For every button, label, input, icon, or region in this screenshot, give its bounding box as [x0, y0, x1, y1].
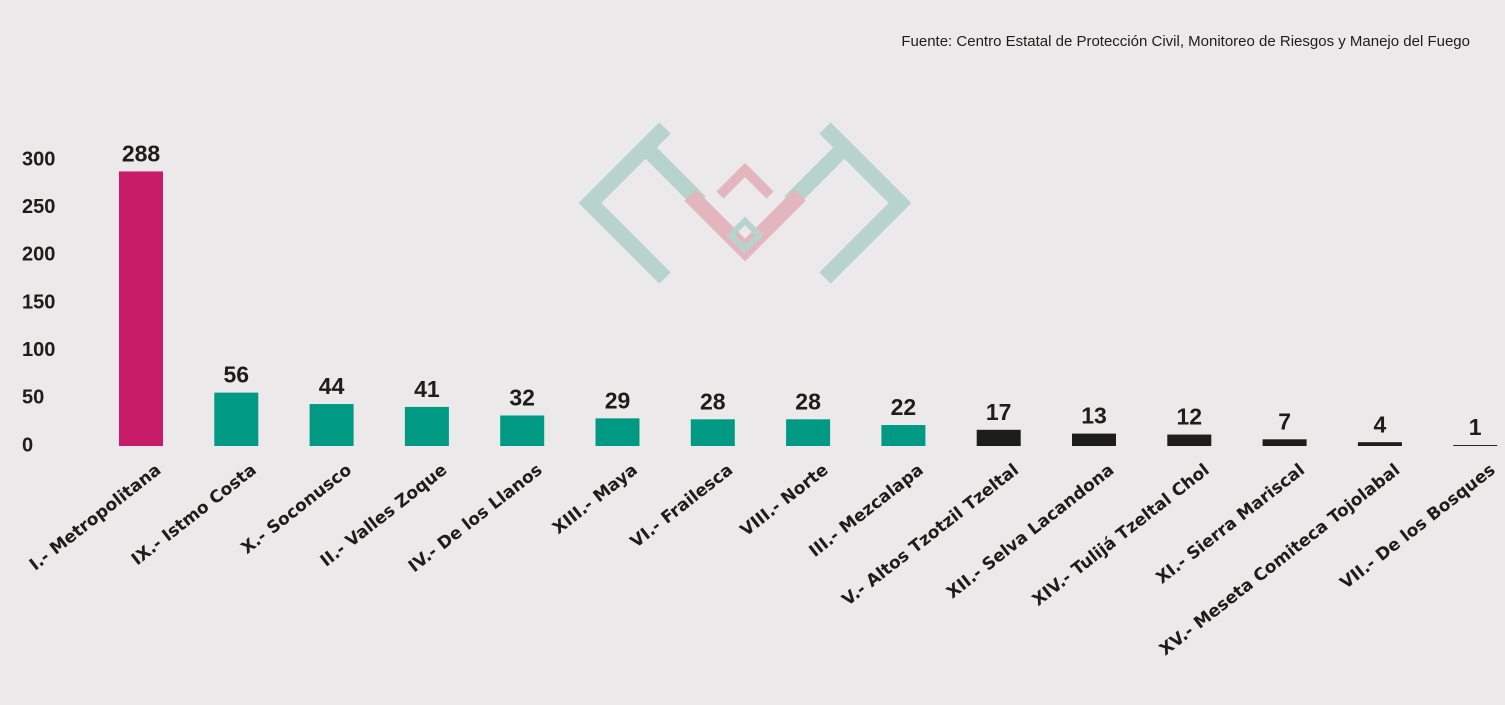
bar [786, 419, 831, 446]
bar [309, 404, 354, 446]
watermark-chevron [578, 122, 671, 284]
y-tick-label: 200 [22, 244, 55, 266]
value-label: 44 [319, 373, 345, 399]
bar [690, 419, 735, 446]
value-label: 41 [414, 376, 440, 402]
bar [1072, 433, 1116, 446]
value-label: 28 [700, 388, 726, 414]
bar [976, 429, 1021, 446]
source: Fuente: Centro Estatal de Protección Civ… [901, 33, 1470, 50]
value-label: 12 [1177, 404, 1203, 430]
bar [595, 418, 640, 446]
bar [214, 392, 259, 446]
bar [1357, 442, 1402, 446]
bar [1262, 439, 1307, 446]
value-label: 1 [1469, 414, 1482, 440]
value-label: 288 [122, 141, 161, 167]
bar [1453, 445, 1498, 446]
bar [881, 425, 926, 446]
y-tick-label: 150 [22, 291, 55, 313]
value-label: 28 [795, 388, 821, 414]
value-label: 13 [1081, 403, 1107, 429]
value-label: 29 [605, 387, 631, 413]
watermark-chevron [819, 122, 912, 284]
value-label: 4 [1374, 411, 1387, 437]
y-tick-label: 50 [22, 387, 44, 409]
value-label: 22 [891, 394, 917, 420]
y-tick-label: 250 [22, 196, 55, 218]
watermark-center [726, 216, 764, 254]
value-label: 32 [509, 385, 535, 411]
watermark [578, 122, 912, 284]
value-label: 56 [224, 362, 250, 388]
y-tick-label: 300 [22, 148, 55, 170]
y-tick-label: 100 [22, 339, 55, 361]
value-label: 7 [1278, 408, 1291, 434]
bar [119, 171, 163, 446]
watermark-fret [716, 162, 774, 199]
bar [500, 415, 545, 446]
bar [404, 406, 449, 446]
value-label: 17 [986, 399, 1012, 425]
bar [1167, 434, 1212, 446]
y-tick-label: 0 [22, 434, 33, 456]
